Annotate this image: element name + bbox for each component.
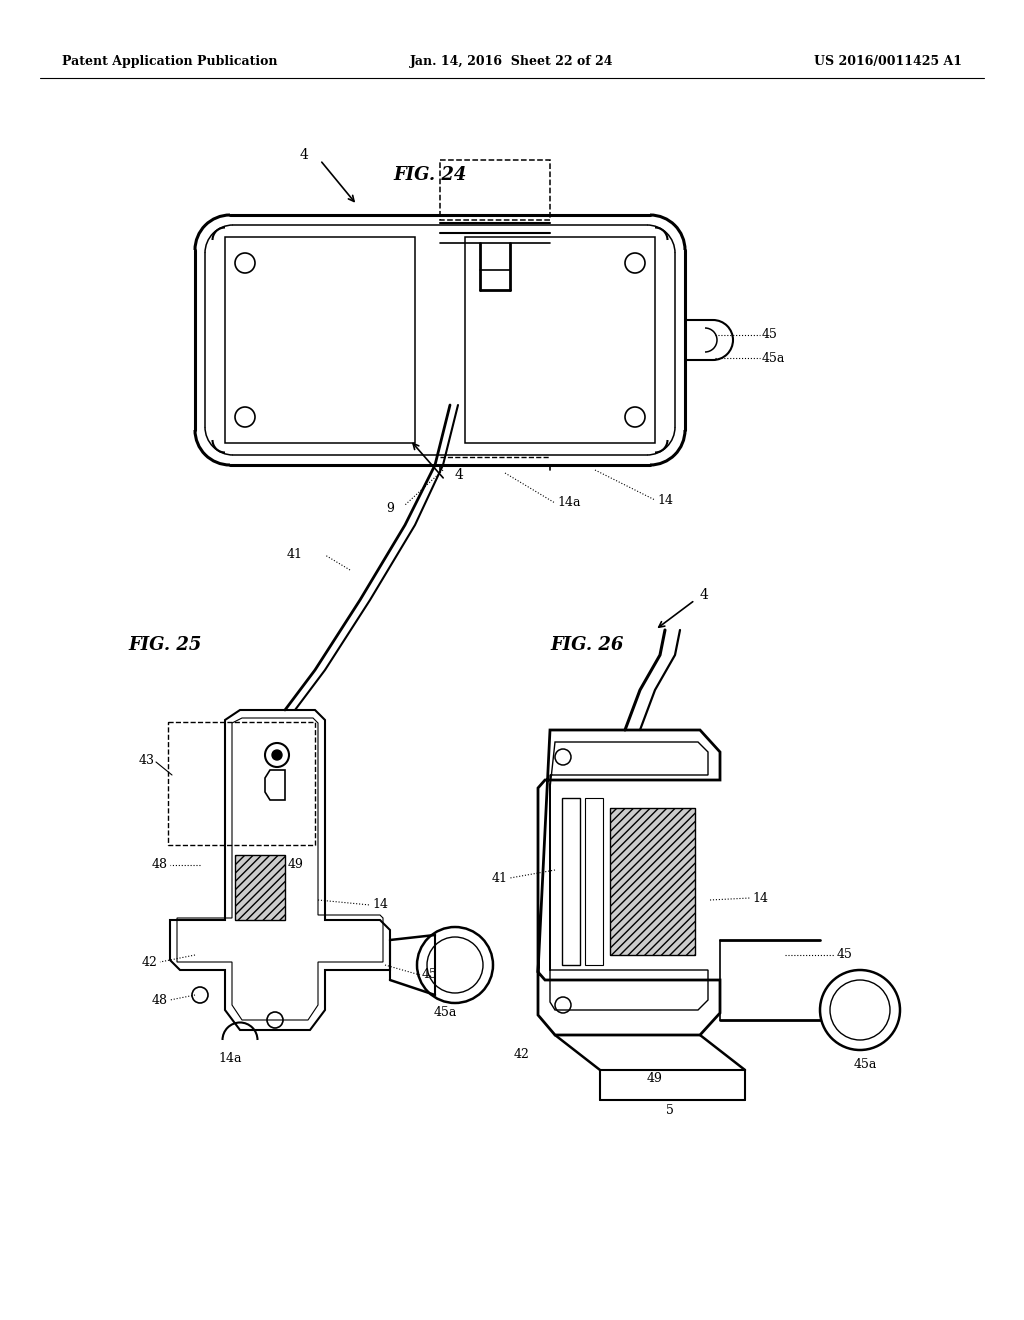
Text: 14a: 14a <box>218 1052 242 1064</box>
Text: FIG. 24: FIG. 24 <box>393 166 467 183</box>
Text: 45a: 45a <box>762 351 785 364</box>
Text: 42: 42 <box>142 956 158 969</box>
Text: 45: 45 <box>422 969 438 982</box>
Text: 4: 4 <box>455 469 464 482</box>
Circle shape <box>272 750 282 760</box>
Text: Jan. 14, 2016  Sheet 22 of 24: Jan. 14, 2016 Sheet 22 of 24 <box>411 55 613 69</box>
Text: 45a: 45a <box>433 1006 457 1019</box>
Text: 9: 9 <box>386 502 394 515</box>
Text: FIG. 25: FIG. 25 <box>128 636 202 653</box>
Text: 41: 41 <box>287 549 303 561</box>
Text: 49: 49 <box>288 858 304 871</box>
Text: 5: 5 <box>666 1104 674 1117</box>
Text: 48: 48 <box>152 994 168 1006</box>
Text: 45a: 45a <box>853 1059 877 1072</box>
Text: 41: 41 <box>492 871 508 884</box>
Text: 4: 4 <box>700 587 709 602</box>
Text: 42: 42 <box>514 1048 530 1061</box>
Text: FIG. 26: FIG. 26 <box>550 636 624 653</box>
Text: 45: 45 <box>762 329 778 342</box>
Polygon shape <box>234 855 285 920</box>
Text: US 2016/0011425 A1: US 2016/0011425 A1 <box>814 55 962 69</box>
Text: Patent Application Publication: Patent Application Publication <box>62 55 278 69</box>
Text: 45: 45 <box>837 949 853 961</box>
Text: 48: 48 <box>152 858 168 871</box>
Text: 14: 14 <box>657 494 673 507</box>
Text: 14a: 14a <box>557 496 581 510</box>
Text: 14: 14 <box>752 891 768 904</box>
Text: 4: 4 <box>299 148 308 162</box>
Text: 14: 14 <box>372 899 388 912</box>
Polygon shape <box>610 808 695 954</box>
Text: 49: 49 <box>647 1072 663 1085</box>
Text: 43: 43 <box>139 754 155 767</box>
